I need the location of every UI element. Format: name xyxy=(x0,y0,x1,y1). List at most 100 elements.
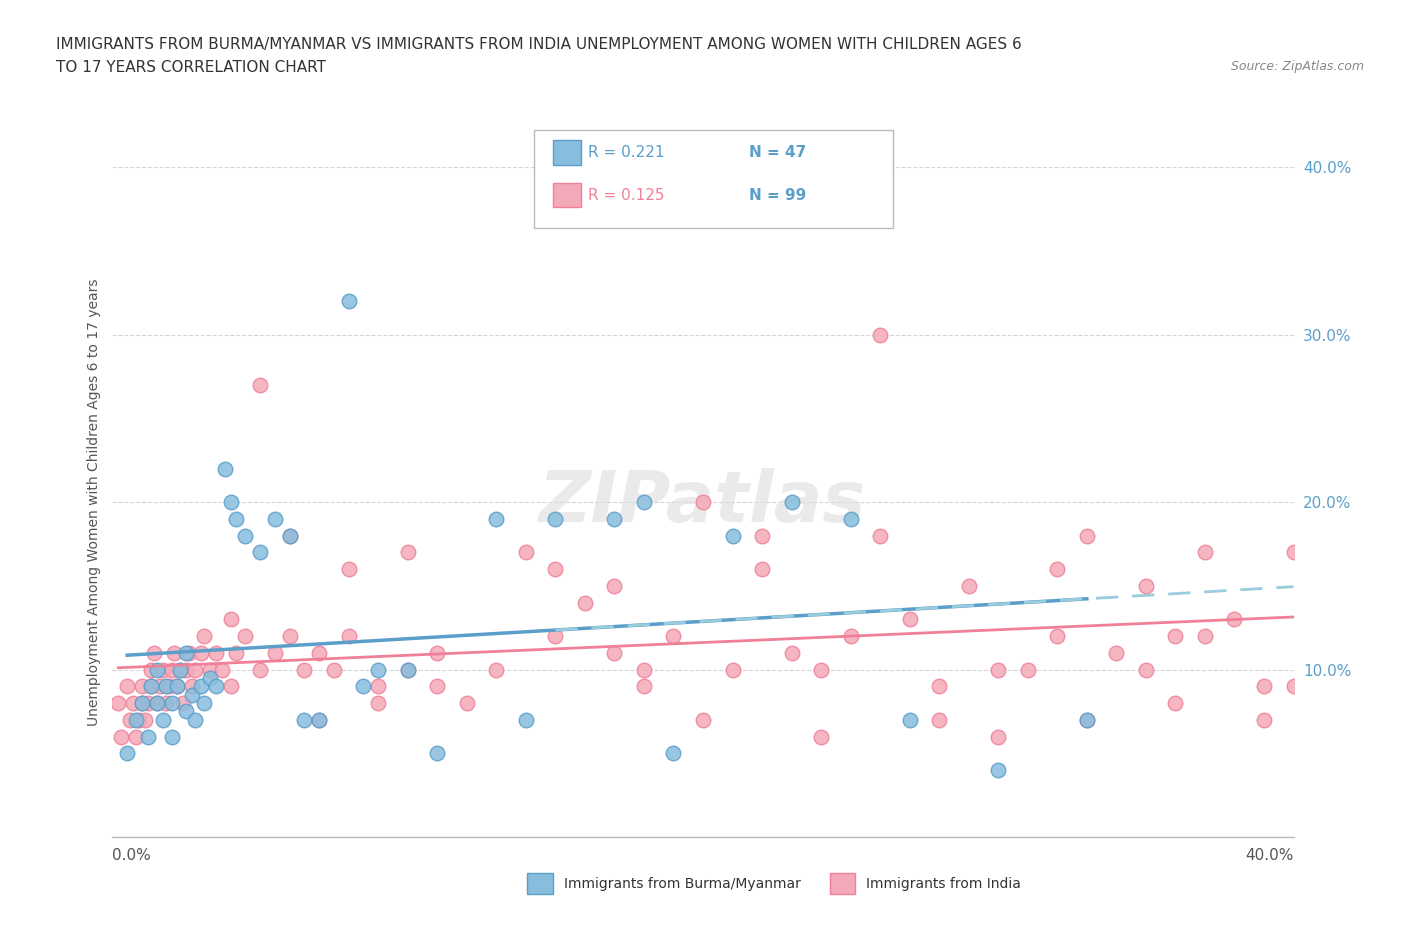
Point xyxy=(456,696,478,711)
Point xyxy=(136,696,159,711)
Point xyxy=(122,696,145,711)
Point xyxy=(928,679,950,694)
Point xyxy=(107,696,129,711)
Point xyxy=(780,645,803,660)
Point xyxy=(163,645,186,660)
Point xyxy=(205,645,228,660)
Point xyxy=(1223,612,1246,627)
Point xyxy=(367,679,389,694)
Point xyxy=(544,562,567,577)
Point xyxy=(1194,545,1216,560)
Text: ZIPatlas: ZIPatlas xyxy=(540,468,866,537)
Point xyxy=(142,645,165,660)
Point xyxy=(278,528,301,543)
Point xyxy=(146,662,169,677)
Point xyxy=(193,629,215,644)
Point xyxy=(264,512,287,526)
Point xyxy=(1046,562,1069,577)
Point xyxy=(179,645,201,660)
Point xyxy=(134,712,156,727)
Point xyxy=(1135,662,1157,677)
Point xyxy=(633,662,655,677)
Point xyxy=(544,629,567,644)
Point xyxy=(1253,679,1275,694)
Point xyxy=(1105,645,1128,660)
Point xyxy=(898,712,921,727)
Point xyxy=(278,629,301,644)
Point xyxy=(155,679,177,694)
Point xyxy=(249,545,271,560)
Point xyxy=(544,512,567,526)
Point xyxy=(692,495,714,510)
Point xyxy=(780,495,803,510)
Text: N = 47: N = 47 xyxy=(749,145,807,160)
Point xyxy=(1017,662,1039,677)
Point xyxy=(1076,712,1098,727)
Point xyxy=(249,662,271,677)
Point xyxy=(198,662,221,677)
Point xyxy=(337,629,360,644)
Point xyxy=(174,662,197,677)
Point xyxy=(166,679,188,694)
Point xyxy=(515,545,537,560)
Point xyxy=(219,679,242,694)
Point xyxy=(146,696,169,711)
Point xyxy=(957,578,980,593)
Point xyxy=(181,679,204,694)
Point xyxy=(139,679,162,694)
Point xyxy=(367,696,389,711)
Point xyxy=(174,645,197,660)
Point xyxy=(426,645,449,660)
Point xyxy=(160,696,183,711)
Point xyxy=(136,729,159,744)
Point xyxy=(160,729,183,744)
Point xyxy=(352,679,374,694)
Point xyxy=(396,662,419,677)
Point xyxy=(169,662,191,677)
Point xyxy=(214,461,236,476)
Point xyxy=(308,645,330,660)
Text: R = 0.125: R = 0.125 xyxy=(588,188,664,203)
Point xyxy=(152,712,174,727)
Point xyxy=(810,662,832,677)
Point xyxy=(839,629,862,644)
Point xyxy=(184,712,207,727)
Point xyxy=(751,528,773,543)
Point xyxy=(155,696,177,711)
Text: IMMIGRANTS FROM BURMA/MYANMAR VS IMMIGRANTS FROM INDIA UNEMPLOYMENT AMONG WOMEN : IMMIGRANTS FROM BURMA/MYANMAR VS IMMIGRA… xyxy=(56,37,1022,52)
Point xyxy=(190,679,212,694)
Point xyxy=(193,696,215,711)
Point xyxy=(987,662,1010,677)
Point xyxy=(249,378,271,392)
Text: N = 99: N = 99 xyxy=(749,188,807,203)
Point xyxy=(233,629,256,644)
Point xyxy=(367,662,389,677)
Point xyxy=(515,712,537,727)
Point xyxy=(166,679,188,694)
Point xyxy=(323,662,346,677)
Point xyxy=(198,671,221,685)
Text: Immigrants from Burma/Myanmar: Immigrants from Burma/Myanmar xyxy=(564,876,800,891)
Point xyxy=(157,679,180,694)
Point xyxy=(292,712,315,727)
Point xyxy=(139,662,162,677)
Point xyxy=(987,763,1010,777)
Text: R = 0.221: R = 0.221 xyxy=(588,145,664,160)
Point xyxy=(574,595,596,610)
Point xyxy=(396,662,419,677)
Point xyxy=(264,645,287,660)
Text: Immigrants from India: Immigrants from India xyxy=(866,876,1021,891)
Point xyxy=(120,712,142,727)
Point xyxy=(149,679,172,694)
Point xyxy=(1135,578,1157,593)
Point xyxy=(721,662,744,677)
Point xyxy=(172,696,194,711)
Point xyxy=(219,612,242,627)
Point xyxy=(1253,712,1275,727)
Point xyxy=(233,528,256,543)
Point xyxy=(160,662,183,677)
Point xyxy=(125,712,148,727)
Point xyxy=(205,679,228,694)
Point xyxy=(662,629,685,644)
Y-axis label: Unemployment Among Women with Children Ages 6 to 17 years: Unemployment Among Women with Children A… xyxy=(87,278,101,726)
